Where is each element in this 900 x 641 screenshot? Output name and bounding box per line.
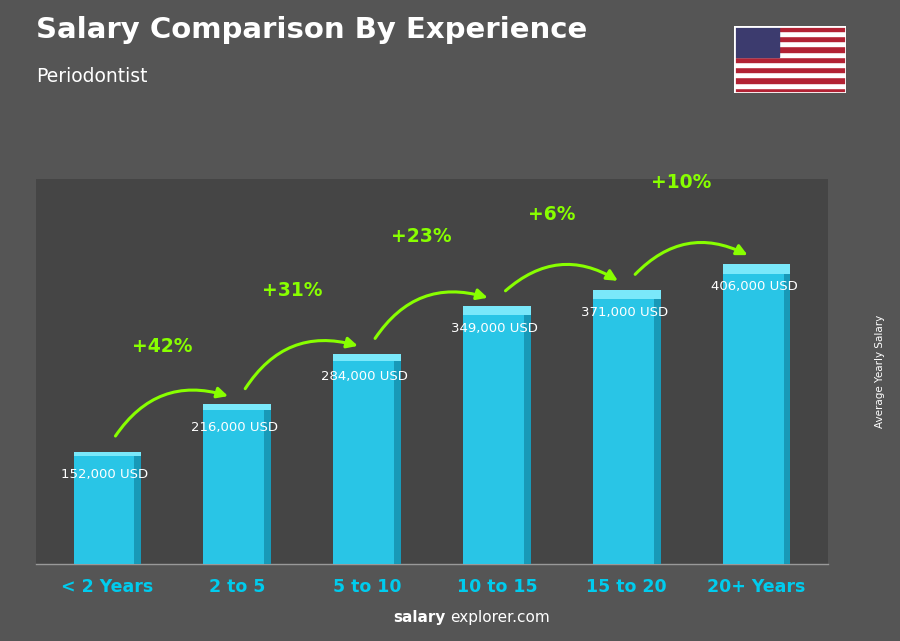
FancyBboxPatch shape (203, 404, 271, 410)
Text: Average Yearly Salary: Average Yearly Salary (875, 315, 886, 428)
FancyBboxPatch shape (265, 404, 271, 564)
Bar (734, 56, 846, 62)
Text: 284,000 USD: 284,000 USD (321, 370, 408, 383)
Text: +6%: +6% (527, 205, 575, 224)
FancyBboxPatch shape (464, 306, 531, 564)
Text: Salary Comparison By Experience: Salary Comparison By Experience (36, 16, 587, 44)
Bar (734, 51, 846, 56)
FancyBboxPatch shape (784, 264, 790, 564)
FancyBboxPatch shape (464, 306, 531, 315)
FancyBboxPatch shape (593, 290, 661, 564)
Text: Periodontist: Periodontist (36, 67, 148, 87)
Bar (734, 41, 846, 46)
FancyBboxPatch shape (134, 452, 141, 564)
FancyBboxPatch shape (74, 452, 141, 564)
Text: explorer.com: explorer.com (450, 610, 550, 625)
Text: 406,000 USD: 406,000 USD (711, 280, 797, 293)
Bar (734, 67, 846, 72)
FancyBboxPatch shape (723, 264, 790, 274)
FancyBboxPatch shape (593, 290, 661, 299)
FancyBboxPatch shape (394, 354, 400, 564)
FancyBboxPatch shape (723, 264, 790, 564)
FancyBboxPatch shape (653, 290, 661, 564)
Text: salary: salary (393, 610, 446, 625)
Text: +23%: +23% (392, 227, 452, 246)
Bar (734, 26, 778, 56)
FancyBboxPatch shape (333, 354, 400, 362)
Bar (734, 26, 846, 31)
Bar (734, 31, 846, 36)
Text: 349,000 USD: 349,000 USD (451, 322, 538, 335)
Bar (734, 88, 846, 93)
FancyBboxPatch shape (524, 306, 531, 564)
Text: +10%: +10% (651, 173, 712, 192)
FancyBboxPatch shape (74, 452, 141, 456)
Text: +42%: +42% (131, 337, 193, 356)
Text: 371,000 USD: 371,000 USD (580, 306, 668, 319)
Text: 152,000 USD: 152,000 USD (61, 468, 148, 481)
Bar (734, 46, 846, 51)
Bar (734, 62, 846, 67)
Bar (734, 78, 846, 83)
Bar (734, 72, 846, 78)
Text: 216,000 USD: 216,000 USD (191, 420, 278, 433)
Text: +31%: +31% (262, 281, 322, 300)
FancyBboxPatch shape (203, 404, 271, 564)
Bar (734, 83, 846, 88)
Bar (734, 36, 846, 41)
FancyBboxPatch shape (333, 354, 400, 564)
